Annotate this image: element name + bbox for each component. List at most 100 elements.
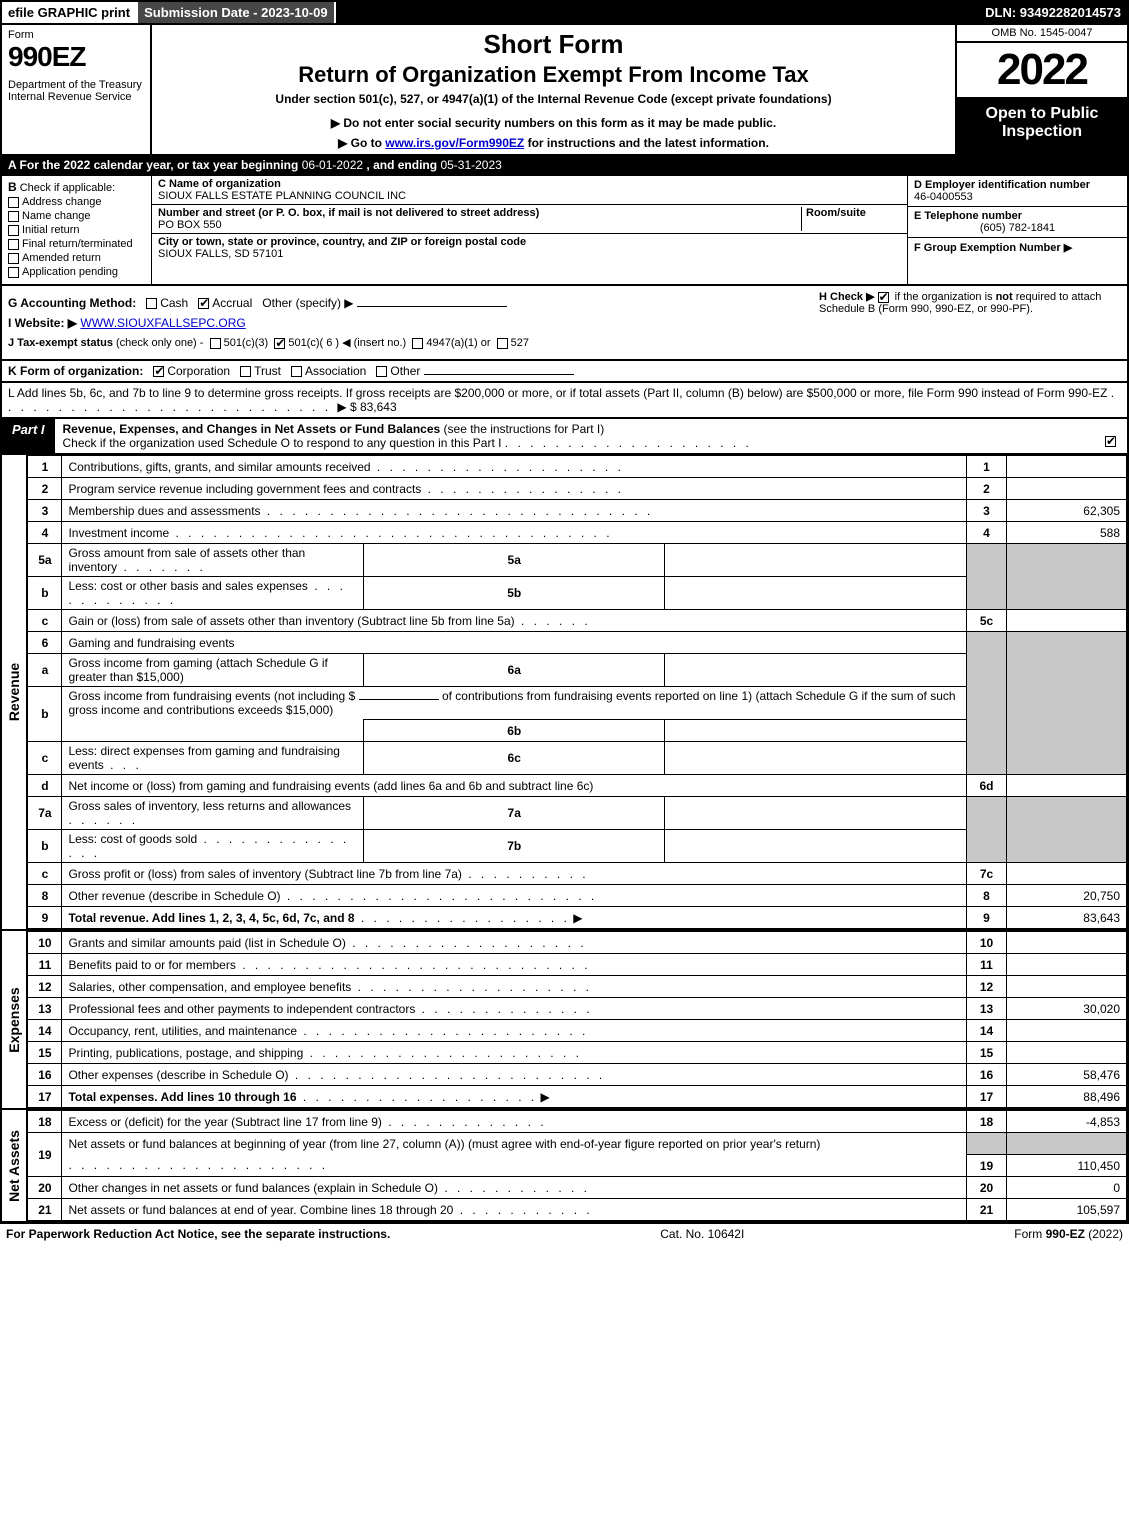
line-10: 10Grants and similar amounts paid (list … — [28, 932, 1127, 954]
website-link[interactable]: WWW.SIOUXFALLSEPC.ORG — [80, 316, 245, 330]
a-label: A For the 2022 calendar year, or tax yea… — [8, 158, 298, 172]
part1-title: Revenue, Expenses, and Changes in Net As… — [55, 419, 1127, 453]
submission-date: Submission Date - 2023-10-09 — [138, 2, 336, 23]
section-ghij: H Check ▶ if the organization is not req… — [0, 286, 1129, 361]
line-3: 3Membership dues and assessments . . . .… — [28, 500, 1127, 522]
h-not: not — [996, 291, 1013, 303]
line-18: 18Excess or (deficit) for the year (Subt… — [28, 1111, 1127, 1133]
top-bar: efile GRAPHIC print Submission Date - 20… — [0, 0, 1129, 25]
header-left: Form 990EZ Department of the Treasury In… — [2, 25, 152, 154]
h-txt2: if the organization is — [895, 291, 996, 303]
k-other-chk[interactable] — [376, 366, 387, 377]
section-b: B Check if applicable: Address change Na… — [2, 176, 152, 284]
expenses-section: Expenses 10Grants and similar amounts pa… — [0, 931, 1129, 1110]
line-6a: aGross income from gaming (attach Schedu… — [28, 654, 1127, 687]
header-mid: Short Form Return of Organization Exempt… — [152, 25, 957, 154]
line-14: 14Occupancy, rent, utilities, and mainte… — [28, 1020, 1127, 1042]
line-7c: cGross profit or (loss) from sales of in… — [28, 863, 1127, 885]
j-4947-chk[interactable] — [412, 338, 423, 349]
l-amount: ▶ $ 83,643 — [337, 400, 396, 414]
line-19b: . . . . . . . . . . . . . . . . . . . . … — [28, 1155, 1127, 1177]
goto-post: for instructions and the latest informat… — [524, 136, 769, 150]
line-8: 8Other revenue (describe in Schedule O) … — [28, 885, 1127, 907]
part1-tab: Part I — [2, 419, 55, 453]
line-5c: cGain or (loss) from sale of assets othe… — [28, 610, 1127, 632]
b-opt-amended[interactable]: Amended return — [8, 252, 145, 264]
b-opt-pending[interactable]: Application pending — [8, 266, 145, 278]
netassets-sidelabel: Net Assets — [2, 1110, 27, 1221]
section-k: K Form of organization: Corporation Trus… — [0, 361, 1129, 383]
line-12: 12Salaries, other compensation, and empl… — [28, 976, 1127, 998]
j-501c-chk[interactable] — [274, 338, 285, 349]
b-opt-final[interactable]: Final return/terminated — [8, 238, 145, 250]
line-13: 13Professional fees and other payments t… — [28, 998, 1127, 1020]
d-value: 46-0400553 — [914, 191, 1121, 203]
b-opt-name[interactable]: Name change — [8, 210, 145, 222]
part1-title-rest: (see the instructions for Part I) — [440, 422, 604, 436]
g-accrual: Accrual — [212, 296, 252, 310]
g-other: Other (specify) ▶ — [262, 296, 353, 310]
section-bcdef: B Check if applicable: Address change Na… — [0, 176, 1129, 286]
subtitle: Under section 501(c), 527, or 4947(a)(1)… — [160, 92, 947, 106]
line-11: 11Benefits paid to or for members . . . … — [28, 954, 1127, 976]
h-label: H Check ▶ — [819, 291, 875, 303]
b-label: B — [8, 180, 17, 194]
part1-sched-o-chk[interactable] — [1105, 436, 1116, 447]
section-i: I Website: ▶ WWW.SIOUXFALLSEPC.ORG — [8, 316, 1121, 330]
dept-label: Department of the Treasury Internal Reve… — [8, 79, 144, 103]
j-527-chk[interactable] — [497, 338, 508, 349]
efile-label[interactable]: efile GRAPHIC print — [2, 2, 138, 23]
a-mid: , and ending — [366, 158, 437, 172]
f-label: F Group Exemption Number ▶ — [914, 241, 1121, 254]
e-value: (605) 782-1841 — [914, 222, 1121, 234]
section-a: A For the 2022 calendar year, or tax yea… — [0, 156, 1129, 176]
k-corp: Corporation — [167, 364, 230, 378]
i-label: I Website: ▶ — [8, 316, 77, 330]
page-footer: For Paperwork Reduction Act Notice, see … — [0, 1223, 1129, 1244]
g-accrual-chk[interactable] — [198, 298, 209, 309]
line-19a: 19Net assets or fund balances at beginni… — [28, 1133, 1127, 1155]
g-cash: Cash — [160, 296, 188, 310]
line-5a: 5aGross amount from sale of assets other… — [28, 544, 1127, 577]
line-5b: bLess: cost or other basis and sales exp… — [28, 577, 1127, 610]
d-label: D Employer identification number — [914, 179, 1121, 191]
j-501c: 501(c)( 6 ) ◀ (insert no.) — [288, 337, 406, 349]
k-corp-chk[interactable] — [153, 366, 164, 377]
line-6b-sub: 6b — [28, 720, 1127, 742]
h-checkbox[interactable] — [878, 292, 889, 303]
ssn-note: ▶ Do not enter social security numbers o… — [160, 116, 947, 130]
c-room-label: Room/suite — [806, 207, 901, 219]
j-4947: 4947(a)(1) or — [426, 337, 490, 349]
j-501c3: 501(c)(3) — [224, 337, 269, 349]
c-street-label: Number and street (or P. O. box, if mail… — [158, 207, 801, 219]
b-opt-address[interactable]: Address change — [8, 196, 145, 208]
k-trust: Trust — [254, 364, 281, 378]
a-end: 05-31-2023 — [440, 158, 501, 172]
expenses-table: 10Grants and similar amounts paid (list … — [27, 931, 1127, 1108]
line-2: 2Program service revenue including gover… — [28, 478, 1127, 500]
section-def: D Employer identification number 46-0400… — [907, 176, 1127, 284]
goto-pre: ▶ Go to — [338, 136, 385, 150]
footer-mid: Cat. No. 10642I — [390, 1227, 1014, 1241]
c-name-value: SIOUX FALLS ESTATE PLANNING COUNCIL INC — [158, 190, 901, 202]
line-4: 4Investment income . . . . . . . . . . .… — [28, 522, 1127, 544]
j-501c3-chk[interactable] — [210, 338, 221, 349]
k-trust-chk[interactable] — [240, 366, 251, 377]
k-other: Other — [390, 364, 420, 378]
netassets-table: 18Excess or (deficit) for the year (Subt… — [27, 1110, 1127, 1221]
j-sub: (check only one) - — [116, 337, 203, 349]
b-opt-initial[interactable]: Initial return — [8, 224, 145, 236]
irs-link[interactable]: www.irs.gov/Form990EZ — [385, 136, 524, 150]
section-l: L Add lines 5b, 6c, and 7b to line 9 to … — [0, 383, 1129, 419]
tax-year: 2022 — [957, 43, 1127, 99]
j-527: 527 — [511, 337, 529, 349]
line-6c: cLess: direct expenses from gaming and f… — [28, 742, 1127, 775]
revenue-section: Revenue 1Contributions, gifts, grants, a… — [0, 455, 1129, 931]
section-h: H Check ▶ if the organization is not req… — [819, 290, 1119, 315]
part1-title-bold: Revenue, Expenses, and Changes in Net As… — [63, 422, 441, 436]
line-6d: dNet income or (loss) from gaming and fu… — [28, 775, 1127, 797]
g-cash-chk[interactable] — [146, 298, 157, 309]
open-inspection: Open to Public Inspection — [957, 99, 1127, 154]
k-assoc-chk[interactable] — [291, 366, 302, 377]
footer-left: For Paperwork Reduction Act Notice, see … — [6, 1227, 390, 1241]
